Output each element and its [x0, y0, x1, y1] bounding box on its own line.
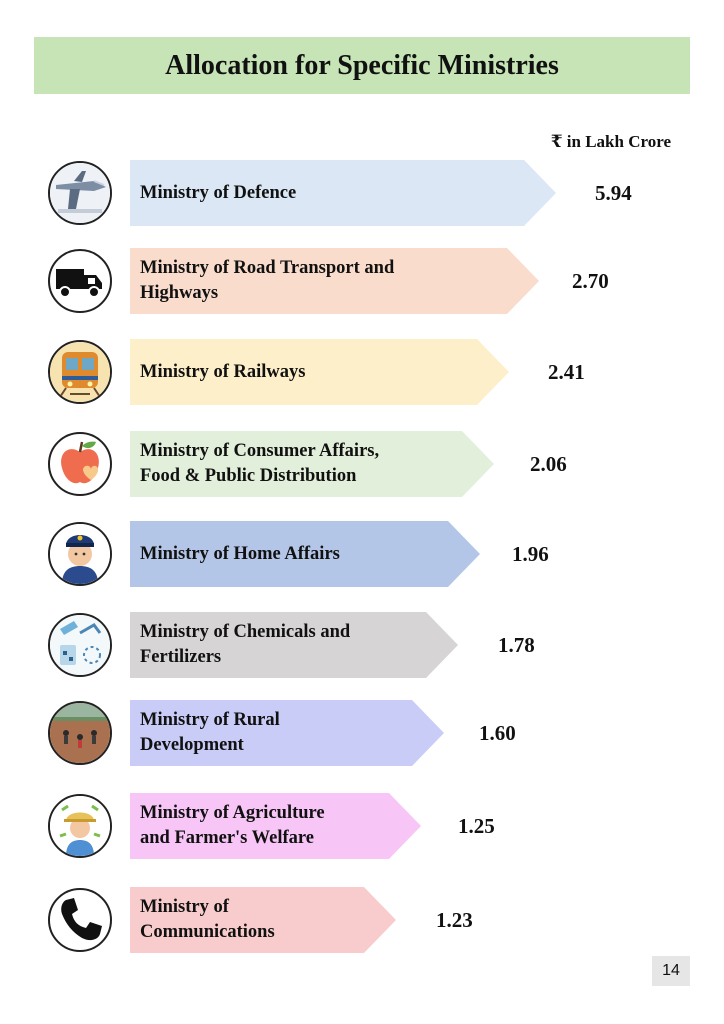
truck-icon	[48, 249, 112, 313]
icon-wrapper	[44, 431, 116, 497]
train-icon	[48, 340, 112, 404]
ministry-row: Ministry of Consumer Affairs, Food & Publ…	[0, 431, 724, 497]
ministry-name: Ministry of Agriculture and Farmer's Welf…	[140, 803, 325, 848]
allocation-value: 1.25	[458, 814, 495, 838]
ministry-name: Ministry of Rural Development	[140, 710, 280, 755]
icon-wrapper	[44, 160, 116, 226]
ministry-row: Ministry of Railways 2.41	[0, 339, 724, 405]
ministry-bar: Ministry of Defence	[130, 160, 556, 226]
allocation-value: 5.94	[595, 181, 632, 205]
ministry-bar: Ministry of Home Affairs	[130, 521, 480, 587]
ministry-bar: Ministry of Communications	[130, 887, 396, 953]
allocation-value: 1.96	[512, 542, 549, 566]
ministry-name: Ministry of Communications	[140, 897, 275, 942]
icon-wrapper	[44, 339, 116, 405]
page-title: Allocation for Specific Ministries	[165, 49, 559, 81]
unit-label: ₹ in Lakh Crore	[550, 132, 671, 151]
allocation-value: 2.06	[530, 452, 567, 476]
allocation-value: 1.23	[436, 908, 473, 932]
icon-wrapper	[44, 612, 116, 678]
ministry-row: Ministry of Defence 5.94	[0, 160, 724, 226]
ministry-bar: Ministry of Consumer Affairs, Food & Publ…	[130, 431, 494, 497]
allocation-value: 1.78	[498, 633, 535, 657]
allocation-value: 2.70	[572, 269, 609, 293]
icon-wrapper	[44, 521, 116, 587]
ministry-name: Ministry of Defence	[140, 182, 297, 203]
ministry-row: Ministry of Road Transport and Highways 2.…	[0, 248, 724, 314]
title-banner: Allocation for Specific Ministries	[34, 37, 690, 94]
telephone-icon	[48, 888, 112, 952]
icon-wrapper	[44, 700, 116, 766]
lab-flask-icon	[48, 613, 112, 677]
fighter-jet-icon	[48, 161, 112, 225]
page-number: 14	[652, 956, 690, 986]
icon-wrapper	[44, 248, 116, 314]
allocation-value: 1.60	[479, 721, 516, 745]
apple-icon	[48, 432, 112, 496]
farmer-icon	[48, 794, 112, 858]
ministry-bar: Ministry of Agriculture and Farmer's Welf…	[130, 793, 421, 859]
ministry-row: Ministry of Chemicals and Fertilizers 1.78	[0, 612, 724, 678]
ministry-row: Ministry of Rural Development 1.60	[0, 700, 724, 766]
rural-workers-icon	[48, 701, 112, 765]
ministry-name: Ministry of Consumer Affairs, Food & Publ…	[140, 441, 380, 486]
ministry-name: Ministry of Home Affairs	[140, 543, 340, 564]
ministry-name: Ministry of Road Transport and Highways	[140, 258, 395, 303]
ministry-bar: Ministry of Railways	[130, 339, 509, 405]
ministry-row: Ministry of Home Affairs 1.96	[0, 521, 724, 587]
ministry-row: Ministry of Communications 1.23	[0, 887, 724, 953]
icon-wrapper	[44, 887, 116, 953]
ministry-name: Ministry of Chemicals and Fertilizers	[140, 622, 351, 667]
ministry-row: Ministry of Agriculture and Farmer's Welf…	[0, 793, 724, 859]
ministry-bar: Ministry of Rural Development	[130, 700, 444, 766]
allocation-value: 2.41	[548, 360, 585, 384]
ministry-name: Ministry of Railways	[140, 361, 306, 382]
ministry-bar: Ministry of Road Transport and Highways	[130, 248, 539, 314]
police-officer-icon	[48, 522, 112, 586]
ministry-bar: Ministry of Chemicals and Fertilizers	[130, 612, 458, 678]
icon-wrapper	[44, 793, 116, 859]
